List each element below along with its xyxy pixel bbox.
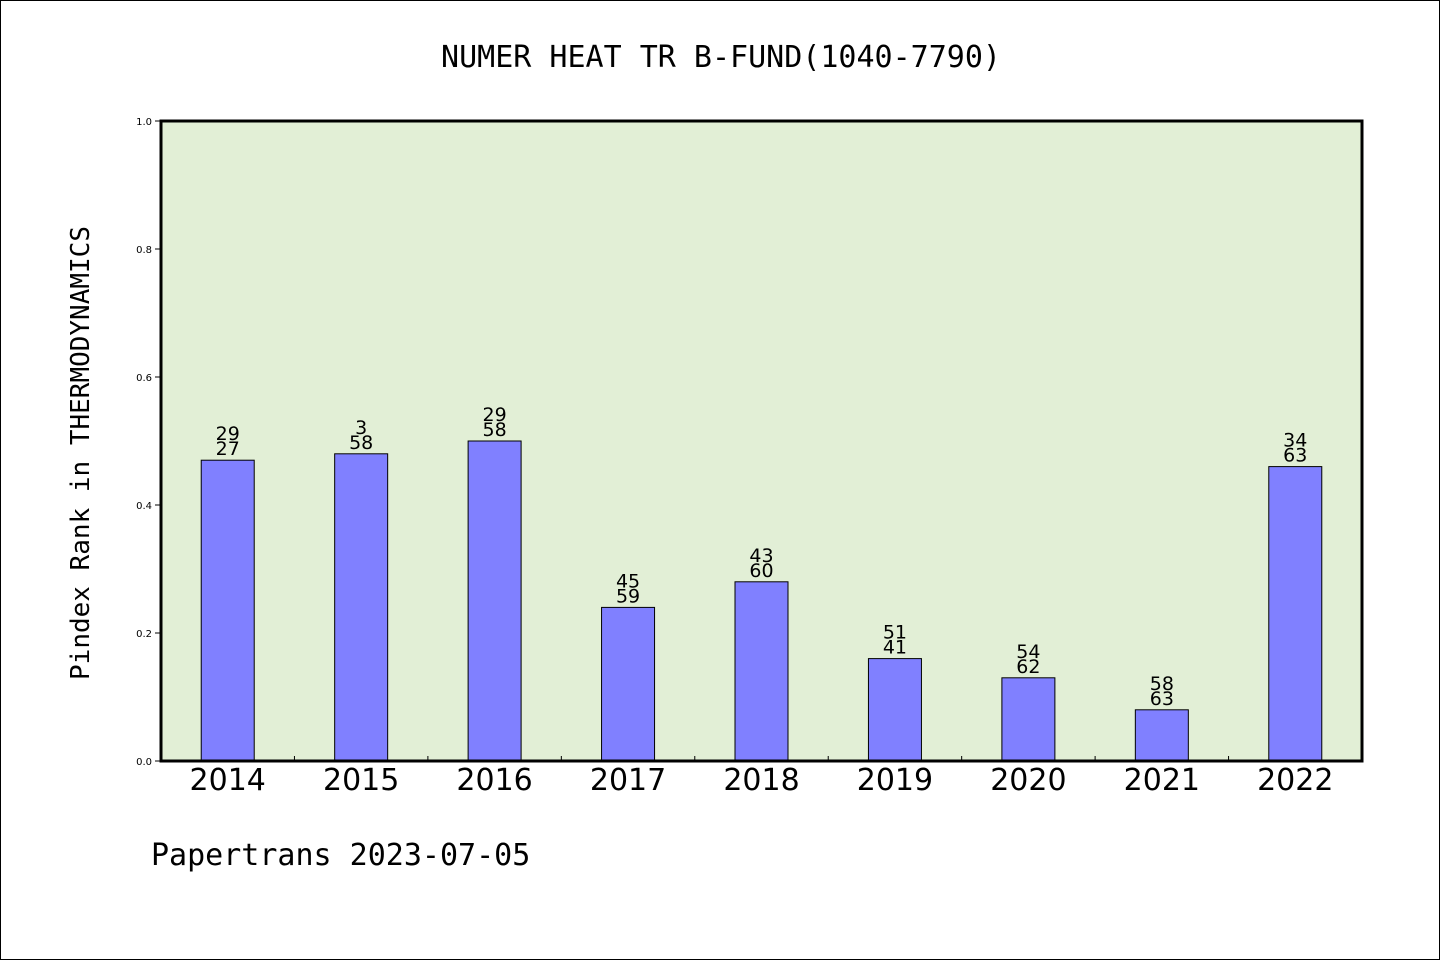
bar-label-bottom: 41	[883, 637, 907, 659]
x-tick-label: 2021	[1124, 763, 1200, 798]
bar-label-top: 58	[1150, 673, 1174, 695]
y-tick-label: 0.8	[136, 245, 152, 256]
x-tick-label: 2016	[456, 763, 532, 798]
bar-label-bottom: 60	[749, 560, 773, 582]
bar-2014	[200, 459, 255, 762]
bar-2017	[601, 606, 656, 762]
bar-label-top: 54	[1016, 641, 1040, 663]
bar-2021	[1134, 709, 1189, 762]
plot-border	[159, 119, 1364, 763]
bar-2019	[867, 658, 922, 762]
bar-label-top: 29	[483, 404, 507, 426]
y-axis: 0.0 0.2 0.4 0.6 0.8 1.0	[136, 117, 161, 768]
bar-label-top: 45	[616, 570, 640, 592]
bar-label-bottom: 59	[616, 585, 640, 607]
x-tick-label: 2015	[323, 763, 399, 798]
bar-label-bottom: 58	[483, 419, 507, 441]
x-axis: 2014 2015 2016 2017 2018 2019 2020 2021 2022	[190, 756, 1333, 798]
bar-label-top: 3	[355, 417, 367, 439]
bar-2015	[334, 453, 389, 762]
bar-label-top: 51	[883, 622, 907, 644]
y-tick-label: 1.0	[136, 117, 152, 128]
bar-label-bottom: 63	[1150, 688, 1174, 710]
bar-label-bottom: 62	[1016, 656, 1040, 678]
footer-credit: Papertrans 2023-07-05	[151, 838, 530, 873]
bar-label-bottom: 63	[1283, 445, 1307, 467]
y-tick-label: 0.6	[136, 373, 152, 384]
bar-2016	[467, 440, 522, 762]
y-tick-label: 0.4	[136, 501, 152, 512]
bars	[200, 440, 1323, 762]
bar-label-top: 34	[1283, 430, 1307, 452]
bar-label-top: 29	[216, 423, 240, 445]
bar-2020	[1001, 677, 1056, 762]
bar-2018	[734, 581, 789, 762]
bar-label-top: 43	[749, 545, 773, 567]
x-tick-label: 2017	[590, 763, 666, 798]
x-tick-label: 2014	[190, 763, 266, 798]
bar-2022	[1268, 466, 1323, 762]
y-tick-label: 0.0	[136, 757, 152, 768]
x-tick-label: 2022	[1257, 763, 1333, 798]
x-tick-label: 2020	[990, 763, 1066, 798]
x-tick-label: 2018	[723, 763, 799, 798]
x-tick-label: 2019	[857, 763, 933, 798]
bar-label-bottom: 27	[216, 438, 240, 460]
y-tick-label: 0.2	[136, 629, 152, 640]
chart-title: NUMER HEAT TR B-FUND(1040-7790)	[441, 40, 1001, 75]
y-axis-label: Pindex Rank in THERMODYNAMICS	[66, 226, 96, 680]
bar-label-bottom: 58	[349, 432, 373, 454]
